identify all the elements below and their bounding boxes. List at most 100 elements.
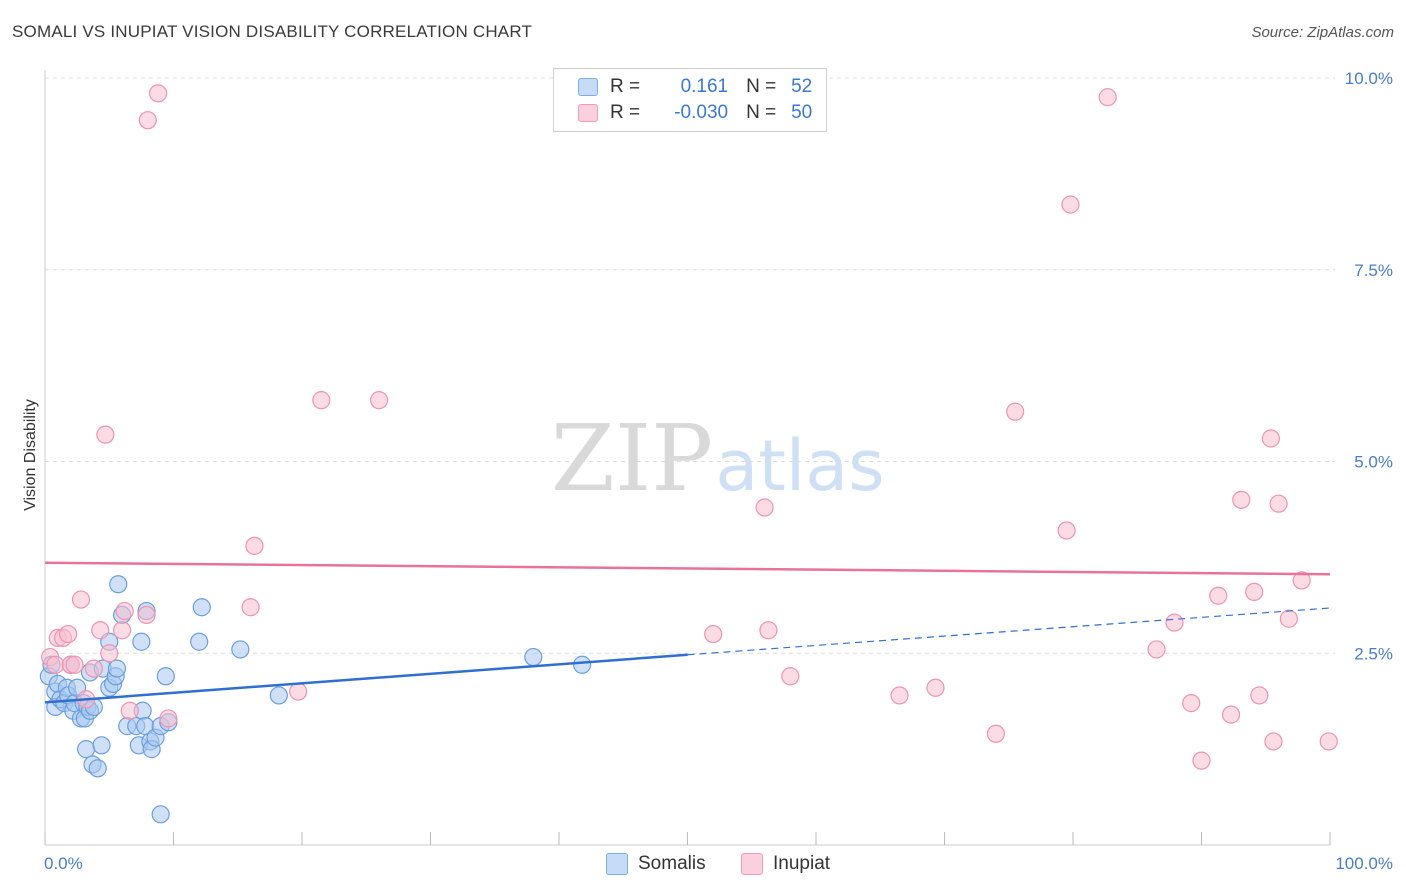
inupiat-point: [241, 598, 260, 617]
chart-title: SOMALI VS INUPIAT VISION DISABILITY CORR…: [12, 22, 533, 41]
legend-box: R = 0.161 N = 52 R = -0.030 N = 50: [553, 68, 827, 132]
inupiat-point: [112, 621, 132, 640]
tick-labels: 2.5% 5.0% 7.5% 10.0% 0.0% 100.0%: [44, 69, 1393, 873]
somalis-r-label: R =: [610, 76, 641, 97]
inupiat-point: [1319, 732, 1338, 751]
inupiat-point: [115, 601, 134, 621]
inupiat-r-label: R =: [610, 102, 641, 123]
somalis-point: [151, 805, 170, 824]
inupiat-point: [1292, 571, 1311, 590]
somalis-point: [269, 686, 288, 705]
inupiat-point: [1209, 586, 1228, 605]
inupiat-trend-line: [44, 561, 1331, 576]
bottom-legend-inupiat: Inupiat: [741, 851, 830, 877]
somalis-point: [88, 759, 107, 778]
inupiat-n-label: N =: [746, 102, 777, 123]
y-tick-label: 10.0%: [1345, 69, 1393, 88]
inupiat-point: [1006, 402, 1025, 421]
source-label: Source: ZipAtlas.com: [1251, 24, 1394, 41]
inupiat-point: [1061, 195, 1080, 214]
x-tick-label-max: 100.0%: [1335, 854, 1393, 873]
inupiat-point: [704, 624, 723, 644]
inupiat-point: [755, 498, 774, 517]
inupiat-point: [926, 678, 945, 697]
inupiat-point: [890, 686, 909, 705]
somalis-point: [109, 575, 128, 594]
inupiat-point: [120, 701, 139, 720]
inupiat-point: [137, 605, 156, 625]
trend-lines: [44, 561, 1331, 704]
somalis-point: [524, 647, 543, 667]
inupiat-point: [71, 590, 91, 609]
bottom-inupiat-swatch: [741, 853, 763, 875]
legend-row-inupiat: R = -0.030 N = 50: [578, 100, 812, 126]
somalis-swatch: [578, 78, 598, 96]
y-tick-label: 2.5%: [1354, 644, 1393, 663]
somalis-point: [107, 659, 127, 678]
y-tick-label: 5.0%: [1354, 453, 1393, 472]
somalis-point: [156, 667, 175, 686]
somalis-r-value: 0.161: [680, 76, 729, 97]
inupiat-point: [100, 644, 119, 663]
somalis-trend-line: [44, 653, 688, 704]
inupiat-point: [1147, 640, 1166, 659]
y-axis-label: Vision Disability: [22, 399, 39, 511]
data-points: [39, 84, 1338, 824]
inupiat-point: [370, 391, 389, 410]
inupiat-point: [138, 111, 157, 130]
inupiat-point: [1192, 751, 1211, 770]
inupiat-r-value: -0.030: [674, 102, 729, 123]
inupiat-point: [46, 655, 65, 674]
somalis-n-value: 52: [791, 76, 813, 97]
inupiat-point: [1098, 88, 1117, 107]
inupiat-point: [1182, 694, 1201, 713]
inupiat-point: [1057, 521, 1076, 540]
watermark-atlas: atlas: [715, 425, 884, 507]
inupiat-point: [1232, 490, 1251, 509]
inupiat-point: [1261, 429, 1280, 448]
inupiat-point: [1264, 732, 1283, 751]
y-tick-label: 7.5%: [1354, 261, 1393, 280]
axes: [44, 70, 1331, 846]
x-tick-label-min: 0.0%: [44, 854, 83, 873]
inupiat-point: [781, 667, 800, 686]
inupiat-point: [159, 709, 178, 728]
inupiat-point: [91, 621, 110, 640]
inupiat-point: [84, 659, 103, 678]
zipatlas-watermark: ZIP atlas: [551, 405, 885, 512]
inupiat-point: [65, 655, 84, 674]
somalis-point: [190, 632, 209, 651]
bottom-somalis-swatch: [606, 853, 628, 875]
inupiat-point: [986, 724, 1006, 743]
inupiat-point: [59, 624, 78, 644]
inupiat-point: [245, 536, 264, 555]
inupiat-point: [1250, 686, 1269, 705]
inupiat-point: [1269, 494, 1288, 513]
bottom-somalis-label: Somalis: [638, 853, 706, 874]
bottom-legend-somalis: Somalis: [606, 851, 706, 877]
inupiat-point: [148, 84, 168, 103]
inupiat-point: [96, 425, 115, 444]
inupiat-point: [1279, 609, 1298, 628]
somalis-point: [573, 655, 592, 674]
inupiat-point: [312, 391, 331, 410]
inupiat-point: [1221, 705, 1241, 724]
somalis-point: [231, 640, 250, 659]
somalis-n-label: N =: [746, 76, 777, 97]
inupiat-point: [1165, 613, 1184, 632]
legend-row-somalis: R = 0.161 N = 52: [578, 74, 812, 100]
somalis-point: [77, 740, 96, 759]
grid-lines: [45, 77, 1335, 654]
watermark-zip: ZIP: [551, 405, 713, 512]
inupiat-swatch: [578, 104, 598, 122]
somalis-point: [192, 598, 211, 617]
inupiat-point: [759, 621, 778, 640]
somalis-point: [132, 632, 151, 651]
somalis-trend-extension: [687, 607, 1331, 656]
inupiat-n-value: 50: [791, 102, 813, 123]
bottom-inupiat-label: Inupiat: [773, 853, 831, 874]
somalis-point: [92, 736, 111, 755]
inupiat-point: [289, 682, 308, 701]
inupiat-point: [1245, 582, 1264, 601]
